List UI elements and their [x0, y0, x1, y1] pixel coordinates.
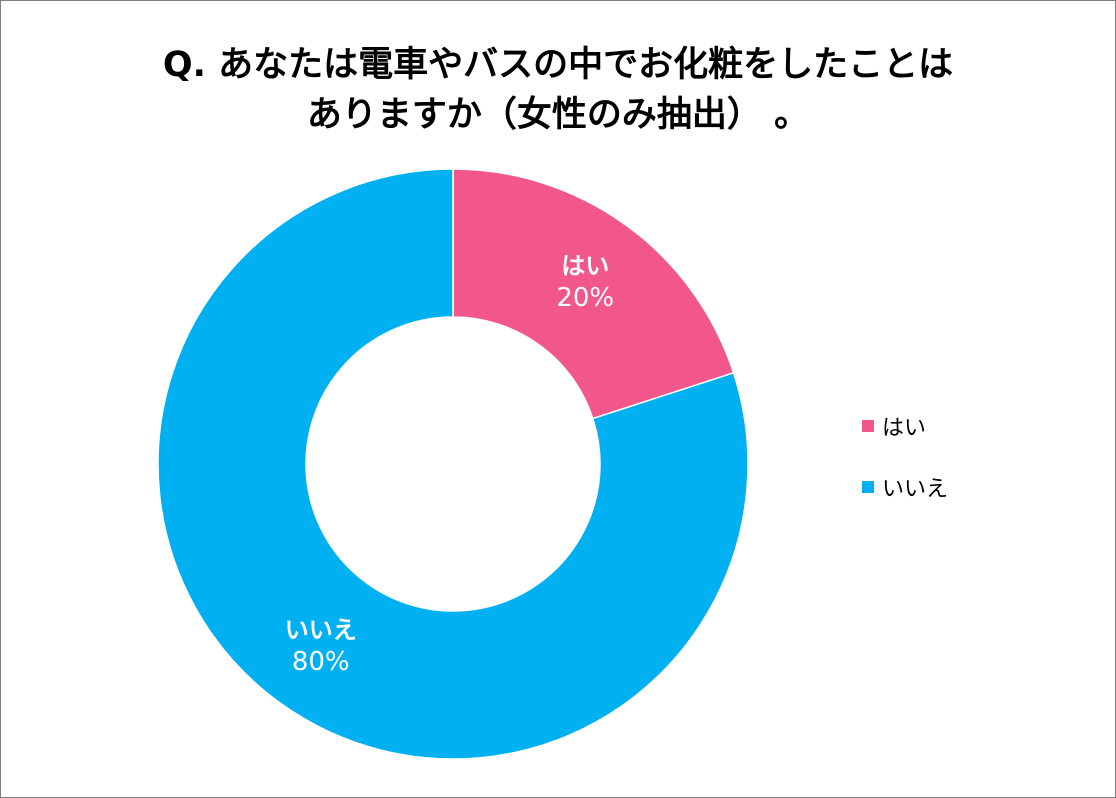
- chart-title-line-2: ありますか（女性のみ抽出） 。: [306, 95, 810, 135]
- legend-label-hai: はい: [882, 416, 927, 441]
- slice-iie: [157, 168, 749, 760]
- slice-hai-value-label: 20%: [556, 283, 614, 313]
- chart-title-line-1: Q. あなたは電車やバスの中でお化粧をしたことは: [162, 45, 954, 85]
- legend: はい いいえ: [862, 410, 948, 532]
- legend-item-hai: はい: [862, 410, 948, 442]
- legend-swatch-hai: [862, 420, 874, 432]
- slice-hai-category-label: はい: [561, 252, 609, 280]
- slice-iie-category-label: いいえ: [285, 616, 357, 644]
- legend-item-iie: いいえ: [862, 471, 948, 503]
- slice-iie-value-label: 80%: [292, 647, 350, 677]
- slice-hai: [452, 168, 735, 420]
- legend-label-iie: いいえ: [882, 477, 949, 502]
- legend-swatch-iie: [862, 481, 874, 493]
- chart-title: Q. あなたは電車やバスの中でお化粧をしたことは ありますか（女性のみ抽出） 。: [0, 40, 1116, 140]
